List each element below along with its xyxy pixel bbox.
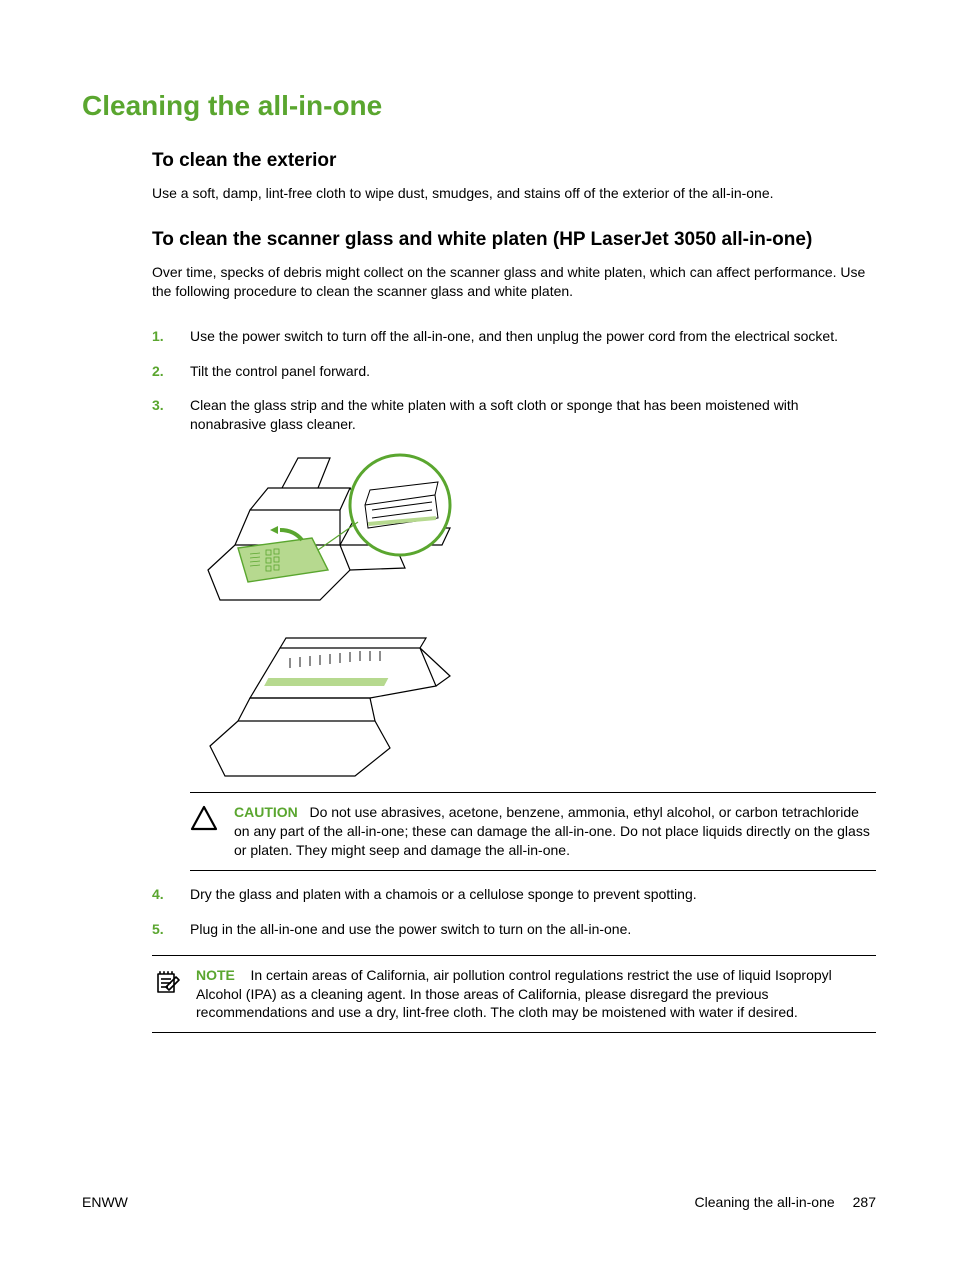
- footer-right: Cleaning the all-in-one 287: [695, 1194, 876, 1210]
- list-item: 1. Use the power switch to turn off the …: [152, 327, 876, 346]
- step-text: Clean the glass strip and the white plat…: [190, 397, 799, 432]
- step-number: 1.: [152, 327, 164, 346]
- footer-section-label: Cleaning the all-in-one: [695, 1194, 835, 1210]
- step-number: 2.: [152, 362, 164, 381]
- caution-body: Do not use abrasives, acetone, benzene, …: [234, 804, 870, 858]
- step-number: 3.: [152, 396, 164, 415]
- step-number: 4.: [152, 885, 164, 904]
- printer-illustration-bottom: [152, 626, 876, 786]
- list-item: 4. Dry the glass and platen with a chamo…: [152, 885, 876, 904]
- caution-callout: CAUTION Do not use abrasives, acetone, b…: [190, 792, 876, 871]
- section-heading-scanner: To clean the scanner glass and white pla…: [152, 229, 876, 251]
- note-icon: [152, 966, 182, 1001]
- note-callout: NOTE In certain areas of California, air…: [152, 955, 876, 1034]
- steps-list-2: 4. Dry the glass and platen with a chamo…: [152, 885, 876, 939]
- list-item: 2. Tilt the control panel forward.: [152, 362, 876, 381]
- note-label: NOTE: [196, 967, 235, 983]
- footer-left: ENWW: [82, 1194, 128, 1210]
- steps-list: 1. Use the power switch to turn off the …: [152, 327, 876, 435]
- printer-illustration-top: [152, 450, 876, 620]
- step-text: Plug in the all-in-one and use the power…: [190, 921, 631, 937]
- body-text: Over time, specks of debris might collec…: [152, 263, 876, 301]
- page-title: Cleaning the all-in-one: [82, 90, 876, 122]
- step-text: Dry the glass and platen with a chamois …: [190, 886, 697, 902]
- list-item: 5. Plug in the all-in-one and use the po…: [152, 920, 876, 939]
- step-text: Use the power switch to turn off the all…: [190, 328, 838, 344]
- step-text: Tilt the control panel forward.: [190, 363, 370, 379]
- section-heading-exterior: To clean the exterior: [152, 150, 876, 172]
- note-body: In certain areas of California, air poll…: [196, 967, 832, 1021]
- caution-text: CAUTION Do not use abrasives, acetone, b…: [234, 803, 876, 860]
- page-number: 287: [853, 1194, 876, 1210]
- page-footer: ENWW Cleaning the all-in-one 287: [82, 1194, 876, 1210]
- note-text: NOTE In certain areas of California, air…: [196, 966, 876, 1023]
- caution-icon: [190, 803, 220, 836]
- step-number: 5.: [152, 920, 164, 939]
- list-item: 3. Clean the glass strip and the white p…: [152, 396, 876, 434]
- caution-label: CAUTION: [234, 804, 298, 820]
- body-text: Use a soft, damp, lint-free cloth to wip…: [152, 184, 876, 203]
